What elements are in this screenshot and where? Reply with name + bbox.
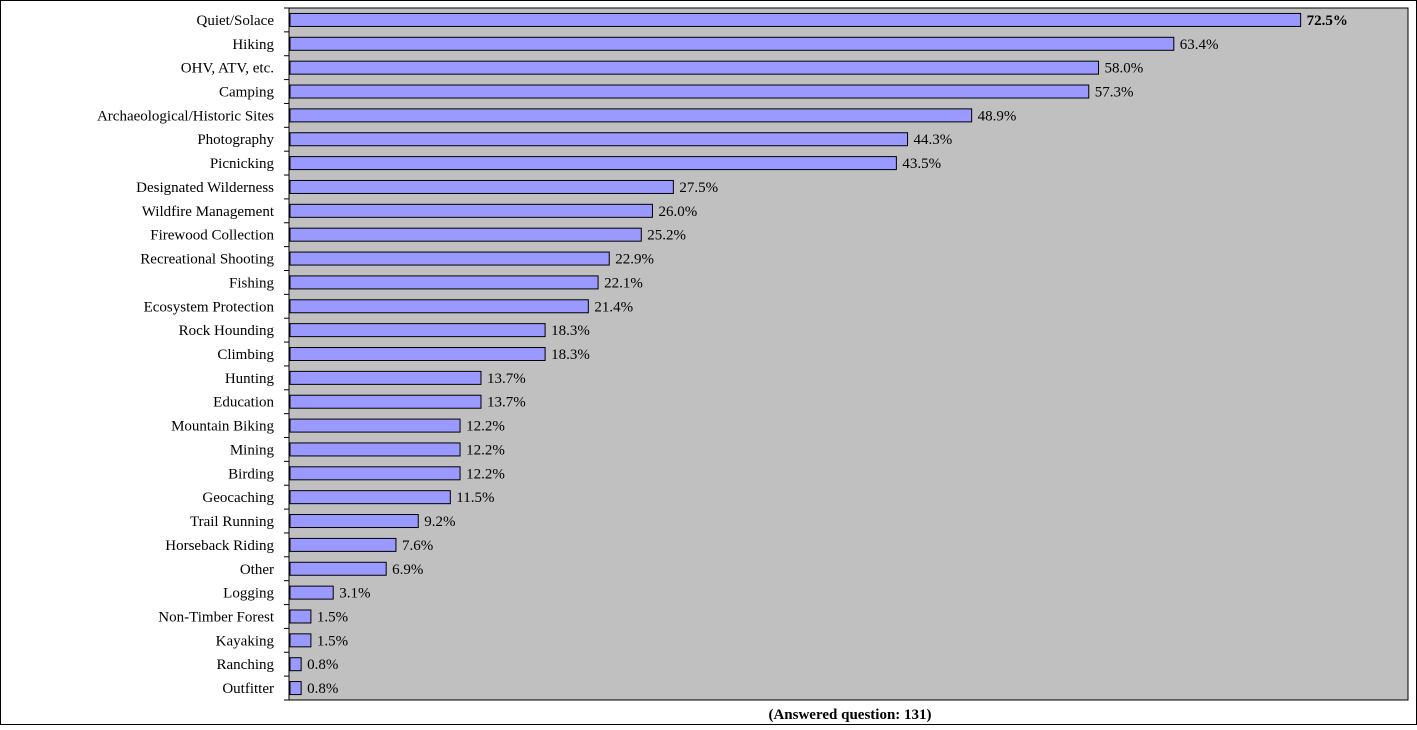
bar: [289, 657, 302, 672]
bar: [289, 108, 973, 123]
category-label: Rock Hounding: [179, 323, 275, 339]
bar: [289, 442, 461, 457]
bar: [289, 299, 589, 314]
category-label: Fishing: [229, 275, 275, 291]
bar: [289, 156, 897, 171]
data-label: 18.3%: [551, 347, 590, 363]
data-label: 3.1%: [339, 586, 370, 602]
category-label: Wildfire Management: [142, 204, 275, 220]
data-label: 63.4%: [1180, 37, 1219, 53]
bar: [289, 394, 482, 409]
category-label: Outfitter: [222, 681, 274, 697]
data-label: 7.6%: [402, 538, 433, 554]
data-label: 12.2%: [466, 419, 505, 435]
category-label: Geocaching: [202, 490, 274, 506]
bar: [289, 203, 653, 218]
category-label: Ecosystem Protection: [144, 299, 275, 315]
data-label: 18.3%: [551, 323, 590, 339]
data-label: 44.3%: [914, 132, 953, 148]
bar: [289, 681, 302, 696]
category-label: Education: [213, 395, 274, 411]
category-labels: Quiet/Solace Hiking OHV, ATV, etc. Camping A…: [97, 13, 275, 697]
data-label: 26.0%: [658, 204, 697, 220]
bar: [289, 418, 461, 433]
data-label: 12.2%: [466, 466, 505, 482]
data-label: 9.2%: [424, 514, 455, 530]
bar: [289, 370, 482, 385]
bar: [289, 132, 909, 147]
category-label: Recreational Shooting: [140, 252, 274, 268]
bar: [289, 227, 642, 242]
category-label: Mountain Biking: [171, 419, 274, 435]
category-label: Quiet/Solace: [197, 13, 275, 29]
bar: [289, 561, 387, 576]
category-label: Photography: [197, 132, 274, 148]
value-labels: 72.5% 63.4% 58.0% 57.3% 48.9% 44.3% 43.5% 27.5%…: [307, 13, 1348, 697]
category-label: Birding: [228, 466, 274, 482]
data-label: 72.5%: [1307, 13, 1348, 29]
category-label: Trail Running: [190, 514, 275, 530]
data-label: 21.4%: [594, 299, 633, 315]
category-label: Hunting: [225, 371, 275, 387]
bar: [289, 251, 610, 266]
category-label: Picnicking: [210, 156, 275, 172]
bar: [289, 179, 674, 194]
data-label: 0.8%: [307, 657, 338, 673]
bar: [289, 633, 312, 648]
category-label: Archaeological/Historic Sites: [97, 108, 274, 124]
chart-footnote: (Answered question: 131): [768, 707, 931, 723]
bar: [289, 347, 546, 361]
category-label: Climbing: [217, 347, 274, 363]
category-label: Camping: [219, 85, 274, 101]
category-label: Horseback Riding: [165, 538, 274, 554]
data-label: 1.5%: [317, 633, 348, 649]
bar: [289, 490, 451, 505]
data-label: 11.5%: [456, 490, 494, 506]
category-label: Ranching: [217, 657, 275, 673]
data-label: 58.0%: [1105, 61, 1144, 77]
category-label: Other: [240, 562, 274, 578]
data-label: 6.9%: [392, 562, 423, 578]
data-label: 13.7%: [487, 395, 526, 411]
bar: [289, 514, 419, 529]
bar: [289, 537, 397, 552]
category-label: Designated Wilderness: [136, 180, 274, 196]
bar: [289, 609, 312, 624]
category-label: Mining: [230, 442, 275, 458]
data-label: 27.5%: [679, 180, 718, 196]
bar: [289, 36, 1175, 51]
data-label: 22.1%: [604, 275, 643, 291]
bar: [289, 466, 461, 481]
bar: [289, 60, 1100, 75]
bar: [289, 585, 334, 600]
bar: [289, 323, 546, 338]
bar: [289, 275, 599, 290]
category-ticks: [284, 7, 289, 701]
data-label: 57.3%: [1095, 85, 1134, 101]
data-label: 0.8%: [307, 681, 338, 697]
data-label: 1.5%: [317, 609, 348, 625]
bar: [289, 84, 1090, 99]
data-label: 12.2%: [466, 442, 505, 458]
data-label: 48.9%: [978, 108, 1017, 124]
category-label: Hiking: [232, 37, 274, 53]
bar: [289, 12, 1302, 27]
data-label: 22.9%: [615, 252, 654, 268]
data-label: 13.7%: [487, 371, 526, 387]
category-label: OHV, ATV, etc.: [181, 61, 274, 77]
category-label: Firewood Collection: [150, 228, 274, 244]
category-label: Logging: [223, 586, 274, 602]
data-label: 25.2%: [647, 228, 686, 244]
bars-group: [289, 12, 1302, 696]
category-label: Non-Timber Forest: [158, 609, 275, 625]
category-label: Kayaking: [216, 633, 275, 649]
data-label: 43.5%: [902, 156, 941, 172]
